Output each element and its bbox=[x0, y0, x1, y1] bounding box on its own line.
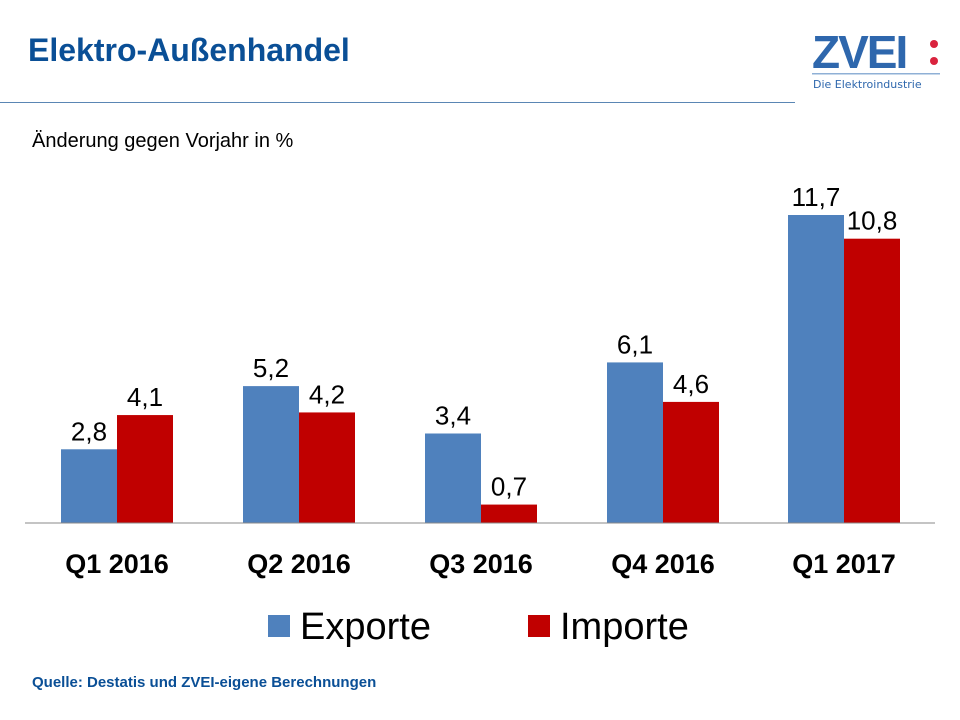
data-label: 5,2 bbox=[253, 353, 289, 383]
title-divider bbox=[0, 102, 795, 103]
bar-importe-3 bbox=[481, 504, 537, 523]
data-label: 2,8 bbox=[71, 416, 107, 446]
x-tick-label: Q3 2016 bbox=[429, 549, 533, 579]
data-label: 3,4 bbox=[435, 400, 471, 430]
svg-text:ZVEI: ZVEI bbox=[812, 26, 906, 78]
data-label: 6,1 bbox=[617, 329, 653, 359]
data-label: 11,7 bbox=[792, 182, 841, 212]
data-label: 4,2 bbox=[309, 379, 345, 409]
x-tick-label: Q2 2016 bbox=[247, 549, 351, 579]
legend-label-exporte: Exporte bbox=[300, 606, 431, 648]
legend-swatch-importe bbox=[528, 615, 550, 637]
page-title: Elektro-Außenhandel bbox=[28, 32, 350, 68]
bar-exporte-2 bbox=[243, 386, 299, 523]
bar-exporte-5 bbox=[788, 215, 844, 523]
legend-label-importe: Importe bbox=[560, 606, 689, 648]
bar-importe-1 bbox=[117, 415, 173, 523]
bar-exporte-4 bbox=[607, 362, 663, 523]
zvei-logo: ZVEI Die Elektroindustrie bbox=[812, 26, 940, 91]
source-note: Quelle: Destatis und ZVEI-eigene Berechn… bbox=[32, 674, 377, 691]
x-tick-label: Q1 2017 bbox=[792, 549, 896, 579]
chart-subtitle: Änderung gegen Vorjahr in % bbox=[32, 130, 294, 152]
data-label: 4,6 bbox=[673, 369, 709, 399]
bar-importe-2 bbox=[299, 412, 355, 523]
data-label: 4,1 bbox=[127, 382, 163, 412]
svg-text:Die Elektroindustrie: Die Elektroindustrie bbox=[813, 78, 922, 91]
legend-swatch-exporte bbox=[268, 615, 290, 637]
x-tick-label: Q1 2016 bbox=[65, 549, 169, 579]
bar-importe-4 bbox=[663, 401, 719, 523]
data-label: 0,7 bbox=[491, 472, 527, 502]
bar-exporte-1 bbox=[61, 449, 117, 523]
bar-exporte-3 bbox=[425, 433, 481, 523]
data-label: 10,8 bbox=[847, 206, 898, 236]
bar-importe-5 bbox=[844, 238, 900, 523]
x-tick-label: Q4 2016 bbox=[611, 549, 715, 579]
